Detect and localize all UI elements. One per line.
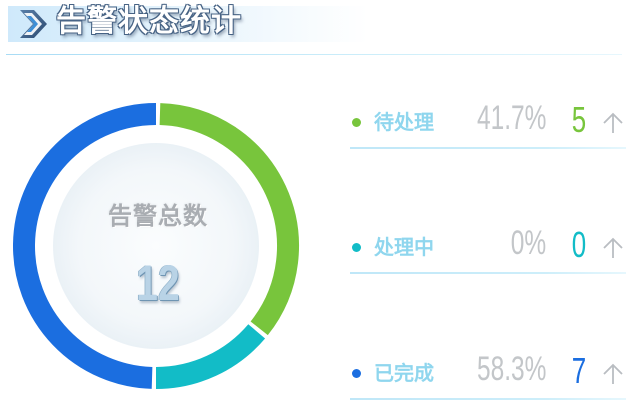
header-divider xyxy=(6,54,622,55)
arrow-up-icon xyxy=(603,363,623,384)
status-dot-icon xyxy=(352,243,361,252)
legend-divider xyxy=(350,147,626,149)
arrow-up-icon xyxy=(603,237,623,258)
donut-segment xyxy=(159,103,299,336)
donut-inner-disc xyxy=(53,143,259,349)
arrow-up-icon xyxy=(603,112,623,133)
donut-segment xyxy=(155,324,266,389)
legend-label: 已完成 xyxy=(374,361,434,385)
legend-row-pending: 待处理 41.7% 5 xyxy=(350,97,626,149)
donut-chart: 告警总数 12 xyxy=(0,96,312,403)
legend-count: 5 xyxy=(571,99,587,140)
legend-row-in-progress: 处理中 0% 0 xyxy=(350,222,626,274)
legend-percent: 41.7% xyxy=(476,99,546,137)
panel-header: 告警状态统计 xyxy=(0,0,627,60)
legend-percent: 0% xyxy=(510,224,546,262)
panel-title: 告警状态统计 xyxy=(56,4,242,39)
header-banner xyxy=(8,6,368,42)
donut-segment xyxy=(13,103,157,389)
donut-arcs xyxy=(13,103,299,389)
legend-count: 0 xyxy=(571,224,587,265)
legend-count: 7 xyxy=(571,350,587,391)
legend-row-completed: 已完成 58.3% 7 xyxy=(350,348,626,400)
legend-percent: 58.3% xyxy=(476,350,546,388)
legend-label: 待处理 xyxy=(374,110,434,134)
donut-chart-svg xyxy=(13,103,299,389)
total-alarms-value: 12 xyxy=(136,255,180,311)
legend-divider xyxy=(350,398,626,400)
status-dot-icon xyxy=(352,118,361,127)
legend-divider xyxy=(350,272,626,274)
status-dot-icon xyxy=(352,369,361,378)
legend-label: 处理中 xyxy=(374,235,434,259)
total-alarms-label: 告警总数 xyxy=(108,202,208,230)
chevron-right-icon xyxy=(20,10,47,38)
